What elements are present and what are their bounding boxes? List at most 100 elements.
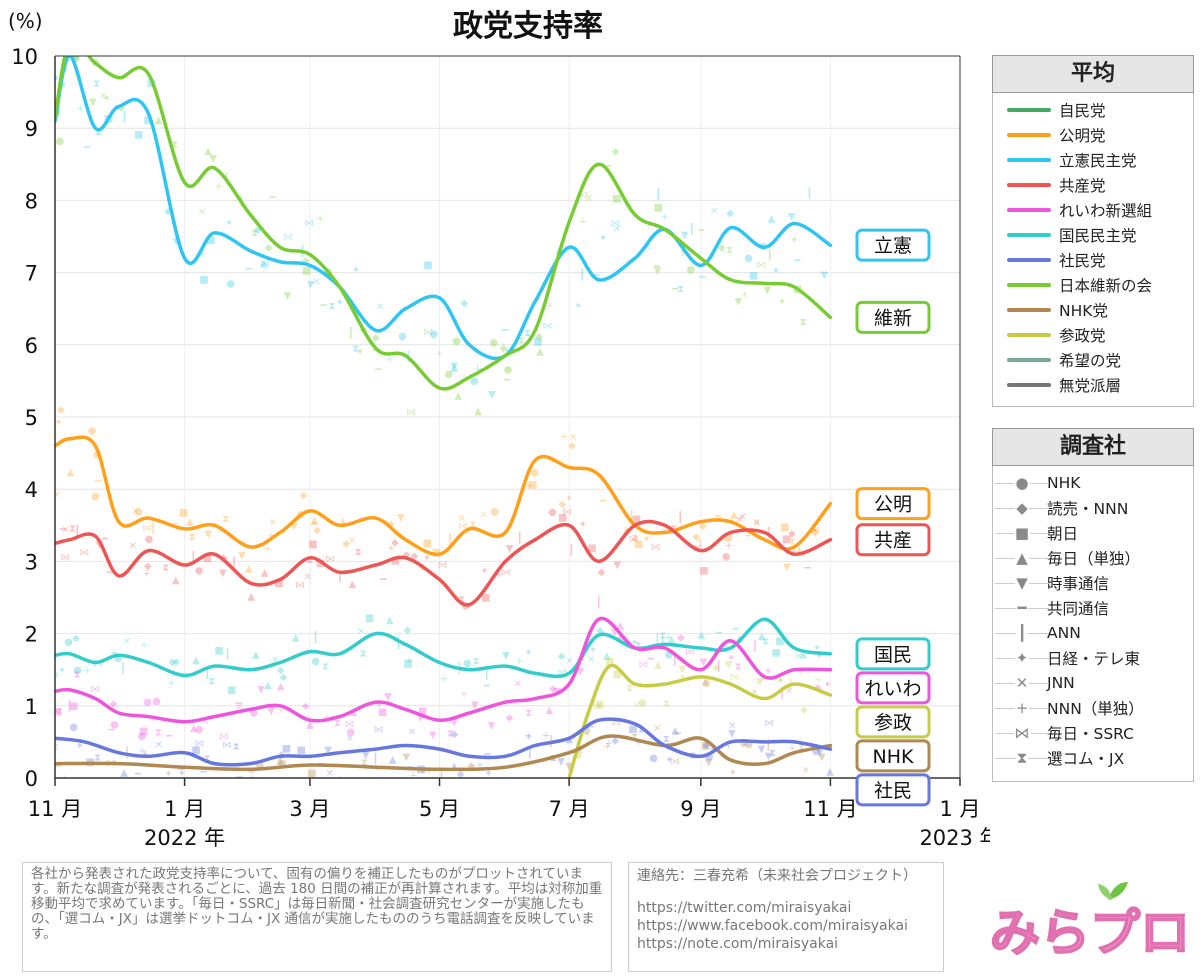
poll-point: ◆ bbox=[451, 729, 459, 740]
poll-point: ✕ bbox=[198, 207, 206, 218]
poll-point: ✦ bbox=[375, 699, 383, 710]
poll-point: ● bbox=[195, 565, 204, 576]
party-legend-item: NHK党 bbox=[993, 297, 1193, 322]
poll-point: ━ bbox=[647, 654, 655, 665]
poll-point: ▲ bbox=[66, 467, 74, 478]
contact-box: 連絡先：三春充希（未来社会プロジェクト） https://twitter.com… bbox=[628, 862, 944, 972]
pollster-legend-item: ✦ 日経・テレ東 bbox=[993, 645, 1193, 670]
poll-point: ⧗ bbox=[525, 708, 532, 719]
poll-point: ⧗ bbox=[360, 649, 367, 660]
poll-point: ✕ bbox=[728, 721, 736, 732]
poll-point: ✦ bbox=[643, 534, 651, 545]
poll-point: ⧗ bbox=[208, 676, 215, 687]
poll-point: ⋈ bbox=[542, 321, 552, 332]
poll-point: ⧗ bbox=[677, 284, 684, 295]
poll-point: ┃ bbox=[591, 696, 597, 709]
poll-point: ▲ bbox=[101, 779, 109, 790]
poll-point: ━ bbox=[200, 767, 208, 778]
poll-point: ✦ bbox=[727, 653, 735, 664]
poll-point: ⋈ bbox=[501, 567, 511, 578]
poll-point: ▼ bbox=[471, 700, 479, 711]
poll-point: + bbox=[545, 301, 553, 312]
poll-point: + bbox=[579, 216, 587, 227]
poll-point: ▲ bbox=[454, 390, 462, 401]
poll-point: ◆ bbox=[220, 552, 228, 563]
poll-point: ┃ bbox=[190, 551, 196, 564]
poll-point: ▼ bbox=[783, 562, 791, 573]
poll-point: ⧗ bbox=[447, 728, 454, 739]
poll-point: ▼ bbox=[173, 236, 181, 247]
pollster-legend: 調査社 ● NHK ◆ 読売・NNN ■ 朝日 ▲ 毎日（単独） ▼ 時事通信 ━ 共同通信 ┃ ANN ✦… bbox=[992, 428, 1194, 782]
series-line-公明 bbox=[55, 435, 833, 557]
pollster-legend-item: ▼ 時事通信 bbox=[993, 570, 1193, 595]
poll-point: ▼ bbox=[488, 389, 496, 400]
x-tick-label: 9 月 bbox=[680, 797, 721, 821]
poll-point: ▼ bbox=[611, 627, 619, 638]
x-tick-label: 1 月 bbox=[939, 797, 980, 821]
legend-swatch bbox=[1007, 357, 1051, 362]
pollster-legend-title: 調査社 bbox=[992, 428, 1194, 466]
marker-icon: ◆ bbox=[995, 498, 1049, 517]
poll-point: ⋈ bbox=[578, 190, 588, 201]
poll-point: ▼ bbox=[362, 750, 370, 761]
poll-point: ✦ bbox=[524, 647, 532, 658]
legend-swatch bbox=[1007, 207, 1051, 212]
poll-point: ▲ bbox=[276, 756, 284, 767]
poll-point: ━ bbox=[58, 525, 66, 536]
poll-point: ▲ bbox=[451, 761, 459, 772]
poll-point: ✦ bbox=[589, 645, 597, 656]
poll-point: ✕ bbox=[576, 747, 584, 758]
poll-point: ⋈ bbox=[458, 521, 468, 532]
poll-point: ━ bbox=[793, 255, 801, 266]
legend-swatch bbox=[1007, 307, 1051, 312]
poll-point: ◆ bbox=[403, 625, 411, 636]
poll-point: ◆ bbox=[558, 651, 566, 662]
poll-point: ⋈ bbox=[344, 719, 354, 730]
poll-point: ┃ bbox=[527, 746, 533, 759]
end-label-box bbox=[855, 228, 931, 262]
poll-point: ┃ bbox=[596, 595, 602, 608]
poll-point: ┃ bbox=[312, 631, 318, 644]
marker-icon: + bbox=[995, 698, 1049, 717]
poll-point: ┃ bbox=[766, 526, 772, 539]
poll-point: + bbox=[515, 656, 523, 667]
poll-point: ✕ bbox=[785, 686, 793, 697]
poll-point: ■ bbox=[134, 130, 143, 141]
poll-point: ◆ bbox=[457, 769, 465, 780]
poll-point: ⋈ bbox=[68, 17, 78, 28]
poll-point: ⋈ bbox=[295, 580, 305, 591]
contact-link-twitter[interactable]: https://twitter.com/miraisyakai bbox=[637, 900, 852, 916]
end-label-参政: 参政 bbox=[874, 712, 912, 734]
legend-label: 選コム・JX bbox=[1047, 749, 1125, 768]
poll-point: ⧗ bbox=[632, 533, 639, 544]
poll-point: + bbox=[435, 349, 443, 360]
poll-point: ■ bbox=[771, 648, 780, 659]
party-legend-item: 国民民主党 bbox=[993, 222, 1193, 247]
legend-label: 読売・NNN bbox=[1047, 499, 1129, 518]
contact-link-facebook[interactable]: https://www.facebook.com/miraisyakai bbox=[637, 918, 908, 934]
poll-point: ● bbox=[256, 760, 265, 771]
poll-point: ✕ bbox=[776, 675, 784, 686]
poll-point: + bbox=[740, 289, 748, 300]
poll-point: ┃ bbox=[337, 570, 343, 583]
poll-point: ▼ bbox=[324, 745, 332, 756]
poll-point: + bbox=[788, 743, 796, 754]
poll-point: + bbox=[725, 741, 733, 752]
poll-point: ⧗ bbox=[155, 728, 162, 739]
poll-point: ● bbox=[582, 725, 591, 736]
series-line-立憲 bbox=[55, 56, 833, 361]
poll-point: + bbox=[277, 705, 285, 716]
legend-label: 毎日（単独） bbox=[1047, 549, 1141, 568]
contact-link-note[interactable]: https://note.com/miraisyakai bbox=[637, 936, 839, 952]
poll-point: ▼ bbox=[725, 659, 733, 670]
poll-point: ■ bbox=[613, 669, 622, 680]
poll-point: + bbox=[542, 730, 550, 741]
poll-point: + bbox=[460, 689, 468, 700]
legend-swatch bbox=[1007, 132, 1051, 137]
poll-point: ✕ bbox=[565, 656, 573, 667]
poll-point: ● bbox=[91, 491, 100, 502]
poll-point: ━ bbox=[714, 512, 722, 523]
legend-label: 希望の党 bbox=[1059, 351, 1122, 370]
poll-point: ■ bbox=[214, 646, 223, 657]
poll-point: ◆ bbox=[467, 760, 475, 771]
